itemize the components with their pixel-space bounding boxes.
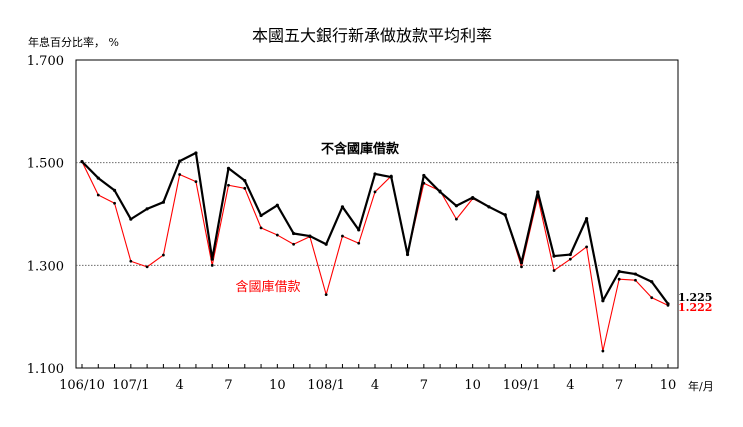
data-point — [80, 160, 84, 164]
data-point — [357, 228, 361, 232]
y-axis-label: 年息百分比率， % — [28, 35, 119, 49]
data-point — [601, 299, 605, 303]
data-point — [389, 175, 393, 179]
data-point — [552, 269, 556, 272]
data-point — [178, 159, 182, 163]
data-point — [210, 257, 214, 261]
series-label-including-treasury: 含國庫借款 — [235, 279, 300, 295]
x-tick-label: 108/1 — [307, 378, 344, 393]
data-point — [487, 205, 491, 209]
data-point — [259, 226, 263, 230]
data-point — [650, 280, 654, 284]
data-point — [422, 173, 426, 178]
data-point — [601, 349, 605, 353]
data-point — [178, 173, 182, 176]
end-value-label-including-treasury: 1.222 — [678, 301, 712, 314]
data-point — [194, 151, 198, 155]
data-point — [96, 176, 100, 180]
x-tick-label: 7 — [420, 378, 428, 393]
data-point — [536, 190, 540, 194]
data-point — [259, 213, 263, 218]
x-tick-label: 10 — [269, 378, 286, 393]
x-tick-label: 7 — [224, 378, 232, 393]
data-point — [308, 234, 312, 238]
data-point — [519, 261, 524, 265]
data-point — [568, 252, 572, 257]
y-tick-label: 1.100 — [27, 362, 64, 377]
data-point — [585, 245, 589, 249]
data-point — [145, 265, 149, 269]
data-point — [650, 296, 654, 300]
data-point — [275, 203, 279, 207]
data-point — [161, 253, 165, 257]
data-point — [113, 201, 116, 205]
data-point — [585, 217, 589, 221]
data-point — [324, 242, 328, 246]
data-point — [226, 166, 231, 170]
x-axis-label: 年/月 — [688, 379, 714, 393]
end-value-label-excluding-treasury: 1.225 — [678, 291, 712, 304]
data-point — [243, 186, 247, 190]
data-point — [243, 179, 247, 183]
data-point — [275, 233, 279, 237]
data-point — [129, 259, 133, 263]
data-point — [340, 205, 345, 209]
data-point — [666, 302, 670, 306]
data-point — [357, 241, 361, 245]
data-point — [373, 190, 377, 194]
y-tick-label: 1.500 — [27, 157, 64, 172]
x-tick-label: 4 — [371, 378, 379, 393]
x-tick-label: 10 — [464, 378, 481, 393]
plot-area-frame — [75, 59, 679, 369]
data-point — [633, 272, 638, 276]
x-tick-label: 10 — [660, 378, 677, 393]
series-line-including-treasury — [81, 161, 669, 352]
data-point — [438, 190, 442, 194]
x-tick-label: 107/1 — [112, 378, 149, 393]
data-point — [145, 207, 149, 211]
data-point — [373, 172, 377, 176]
x-tick-label: 4 — [566, 378, 574, 393]
x-axis-ticks: 106/10 107/1 4 7 10 108/1 4 7 10 109/1 4 7 10 — [59, 364, 676, 393]
data-point — [503, 213, 507, 217]
data-point — [96, 193, 100, 197]
data-point — [292, 242, 296, 246]
data-point — [454, 217, 458, 221]
y-tick-label: 1.700 — [27, 54, 64, 69]
data-point — [341, 234, 344, 238]
data-point — [161, 200, 165, 204]
data-point — [129, 217, 133, 221]
data-point — [194, 180, 198, 184]
gridlines — [76, 162, 678, 266]
data-point — [405, 252, 410, 257]
data-point — [552, 254, 556, 258]
data-point — [112, 188, 117, 192]
x-tick-label: 4 — [176, 378, 184, 393]
data-point — [634, 278, 637, 282]
data-point — [568, 257, 572, 261]
y-tick-label: 1.300 — [27, 259, 64, 274]
data-point — [227, 183, 230, 187]
data-point — [617, 277, 621, 281]
data-point — [324, 293, 328, 296]
series-layer — [80, 151, 670, 353]
x-tick-label: 106/10 — [59, 378, 105, 393]
x-tick-label: 109/1 — [503, 378, 540, 393]
y-axis-ticks: 1.700 1.500 1.300 1.100 — [27, 54, 64, 377]
data-point — [454, 204, 458, 208]
chart-title: 本國五大銀行新承做放款平均利率 — [252, 26, 492, 45]
data-point — [471, 195, 475, 200]
x-tick-label: 7 — [615, 378, 623, 393]
data-point — [210, 263, 214, 267]
data-point — [617, 269, 621, 274]
data-point — [292, 231, 296, 236]
data-point — [520, 265, 523, 269]
series-label-excluding-treasury: 不含國庫借款 — [321, 141, 400, 157]
